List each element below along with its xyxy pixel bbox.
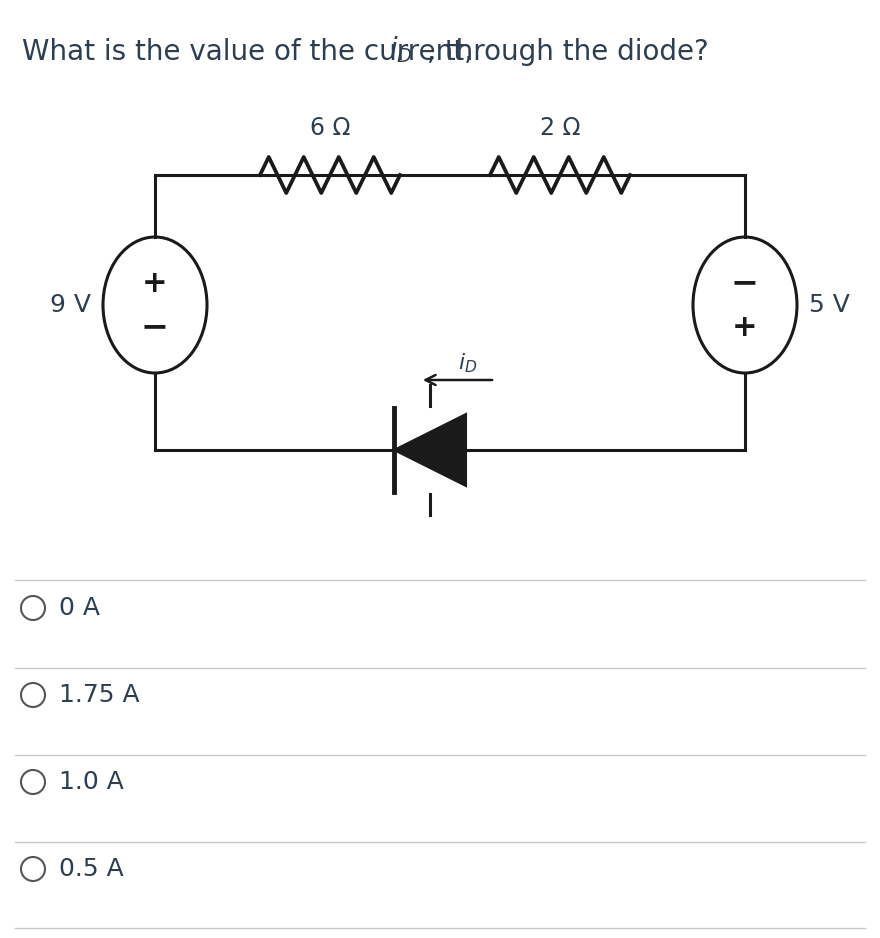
Text: 9 V: 9 V xyxy=(50,293,91,317)
Text: 1.0 A: 1.0 A xyxy=(59,770,124,794)
Polygon shape xyxy=(394,414,466,486)
Text: +: + xyxy=(143,268,168,297)
Text: $i_D$: $i_D$ xyxy=(458,352,477,375)
Text: +: + xyxy=(732,312,758,341)
Text: −: − xyxy=(731,266,759,299)
Text: $i_D$: $i_D$ xyxy=(389,35,413,66)
Text: 1.75 A: 1.75 A xyxy=(59,683,140,707)
Text: 6 Ω: 6 Ω xyxy=(310,116,350,140)
Text: 0 A: 0 A xyxy=(59,596,100,620)
Text: 5 V: 5 V xyxy=(809,293,850,317)
Text: What is the value of the current,: What is the value of the current, xyxy=(22,38,482,66)
Text: 2 Ω: 2 Ω xyxy=(539,116,580,140)
Text: 0.5 A: 0.5 A xyxy=(59,857,124,881)
Text: , through the diode?: , through the diode? xyxy=(427,38,709,66)
Text: −: − xyxy=(141,310,169,343)
